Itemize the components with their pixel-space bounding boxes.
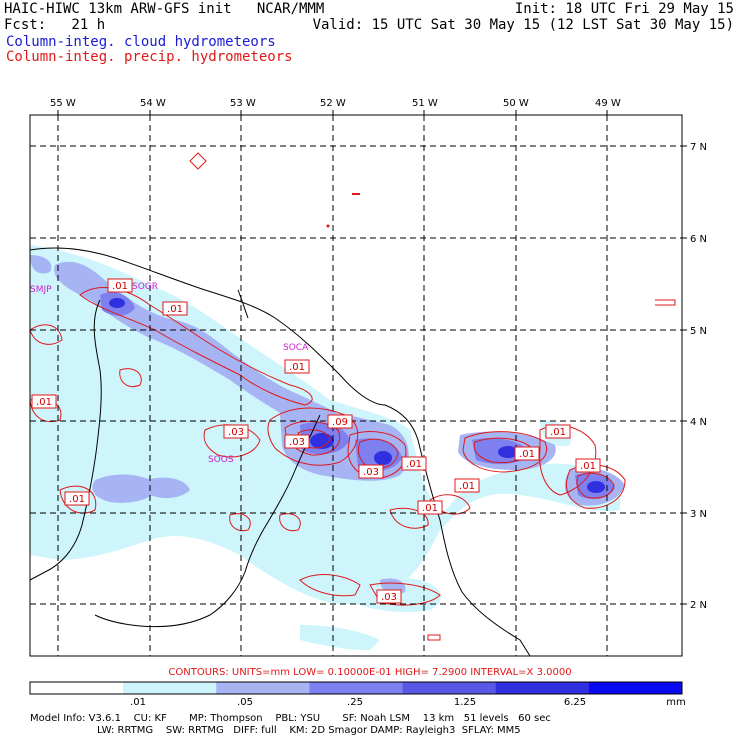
model-info-line2: LW: RRTMG SW: RRTMG DIFF: full KM: 2D Sm…: [97, 725, 521, 736]
station-label: SMJP: [30, 285, 52, 295]
contour-label-box: [417, 500, 443, 515]
colorbar-swatch: [588, 682, 683, 694]
station-label: SOCA: [283, 343, 309, 353]
colorbar-swatch: [309, 682, 404, 694]
forecast-hour: Fcst: 21 h: [4, 17, 106, 33]
colorbar-swatch: [216, 682, 310, 694]
contour-label: .01: [167, 304, 183, 315]
colorbar-tick: .05: [237, 697, 253, 708]
valid-time: Valid: 15 UTC Sat 30 May 15 (12 LST Sat …: [312, 17, 734, 33]
lon-label: 49 W: [595, 98, 621, 109]
lon-label: 54 W: [140, 98, 166, 109]
contour-label-box: [162, 301, 188, 316]
colorbar-tick: .01: [130, 697, 146, 708]
precip-dot: [326, 224, 330, 228]
contour-label-box: [454, 478, 480, 493]
lat-label: 4 N: [690, 417, 707, 428]
lon-label: 53 W: [230, 98, 256, 109]
contour-label-box: [31, 394, 57, 409]
contour-label-box: [64, 491, 90, 506]
legend-precip: Column-integ. precip. hydrometeors: [6, 49, 293, 65]
contour-label: .01: [550, 427, 566, 438]
station-label: SOOS: [208, 455, 234, 465]
contour-label: .01: [289, 362, 305, 373]
colorbar-units: mm: [666, 697, 686, 708]
contour-label-box: [545, 424, 571, 439]
colorbar-swatches: [30, 682, 683, 694]
contour-label: .03: [381, 592, 397, 603]
map-frame: [29, 114, 683, 657]
contour-label: .03: [289, 437, 305, 448]
init-time: Init: 18 UTC Fri 29 May 15: [514, 1, 734, 17]
plot-title: HAIC-HIWC 13km ARW-GFS init NCAR/MMM: [4, 1, 325, 17]
lon-label: 51 W: [412, 98, 438, 109]
colorbar-frame: [29, 681, 683, 695]
contour-label: .01: [580, 461, 596, 472]
contour-label: .01: [36, 397, 52, 408]
map-field: [30, 152, 676, 656]
axis-ticks: [57, 110, 687, 605]
contour-label: .01: [459, 481, 475, 492]
colorbar-tick: 1.25: [453, 697, 477, 708]
contour-label: .01: [406, 459, 422, 470]
model-info-line1: Model Info: V3.6.1 CU: KF MP: Thompson P…: [30, 713, 551, 724]
contour-label: .09: [332, 417, 348, 428]
contour-label: .01: [422, 503, 438, 514]
lat-label: 6 N: [690, 234, 707, 245]
lat-label: 2 N: [690, 600, 707, 611]
colorbar-swatch: [123, 682, 217, 694]
lat-label: 5 N: [690, 326, 707, 337]
contour-label: .01: [69, 494, 85, 505]
contour-label-box: [358, 464, 384, 479]
legend-cloud: Column-integ. cloud hydrometeors: [6, 34, 276, 50]
contour-label-box: [284, 359, 310, 374]
latlon-grid: [30, 115, 682, 656]
contour-label: .01: [519, 449, 535, 460]
contour-label: .01: [112, 281, 128, 292]
contour-label-box: [514, 446, 540, 461]
contour-label-box: [376, 589, 402, 604]
colorbar-tick: 6.25: [563, 697, 587, 708]
contour-info: CONTOURS: UNITS=mm LOW= 0.10000E-01 HIGH…: [168, 667, 572, 678]
contour-label-box: [327, 414, 353, 429]
contour-label-box: [284, 434, 310, 449]
lon-label: 50 W: [503, 98, 529, 109]
lat-label: 7 N: [690, 142, 707, 153]
contour-label: .03: [228, 427, 244, 438]
coastlines: [30, 247, 531, 656]
contour-label-box: [575, 458, 601, 473]
contour-labels: .01 .01 .01 .01 .03 .03 .09 .03 .01 .01 .01 .01 .01.…: [31, 278, 601, 604]
colorbar-swatch: [30, 682, 124, 694]
contour-label-box: [107, 278, 133, 293]
lon-label: 55 W: [50, 98, 76, 109]
contour-label: .03: [363, 467, 379, 478]
colorbar-swatch: [402, 682, 497, 694]
contour-label-box: [223, 424, 249, 439]
station-label: SOGR: [132, 282, 158, 292]
colorbar-tick: .25: [347, 697, 363, 708]
contour-label-box: [401, 456, 427, 471]
cloud-shading-core: [109, 298, 605, 493]
colorbar-swatch: [495, 682, 590, 694]
lon-label: 52 W: [320, 98, 346, 109]
lat-label: 3 N: [690, 509, 707, 520]
